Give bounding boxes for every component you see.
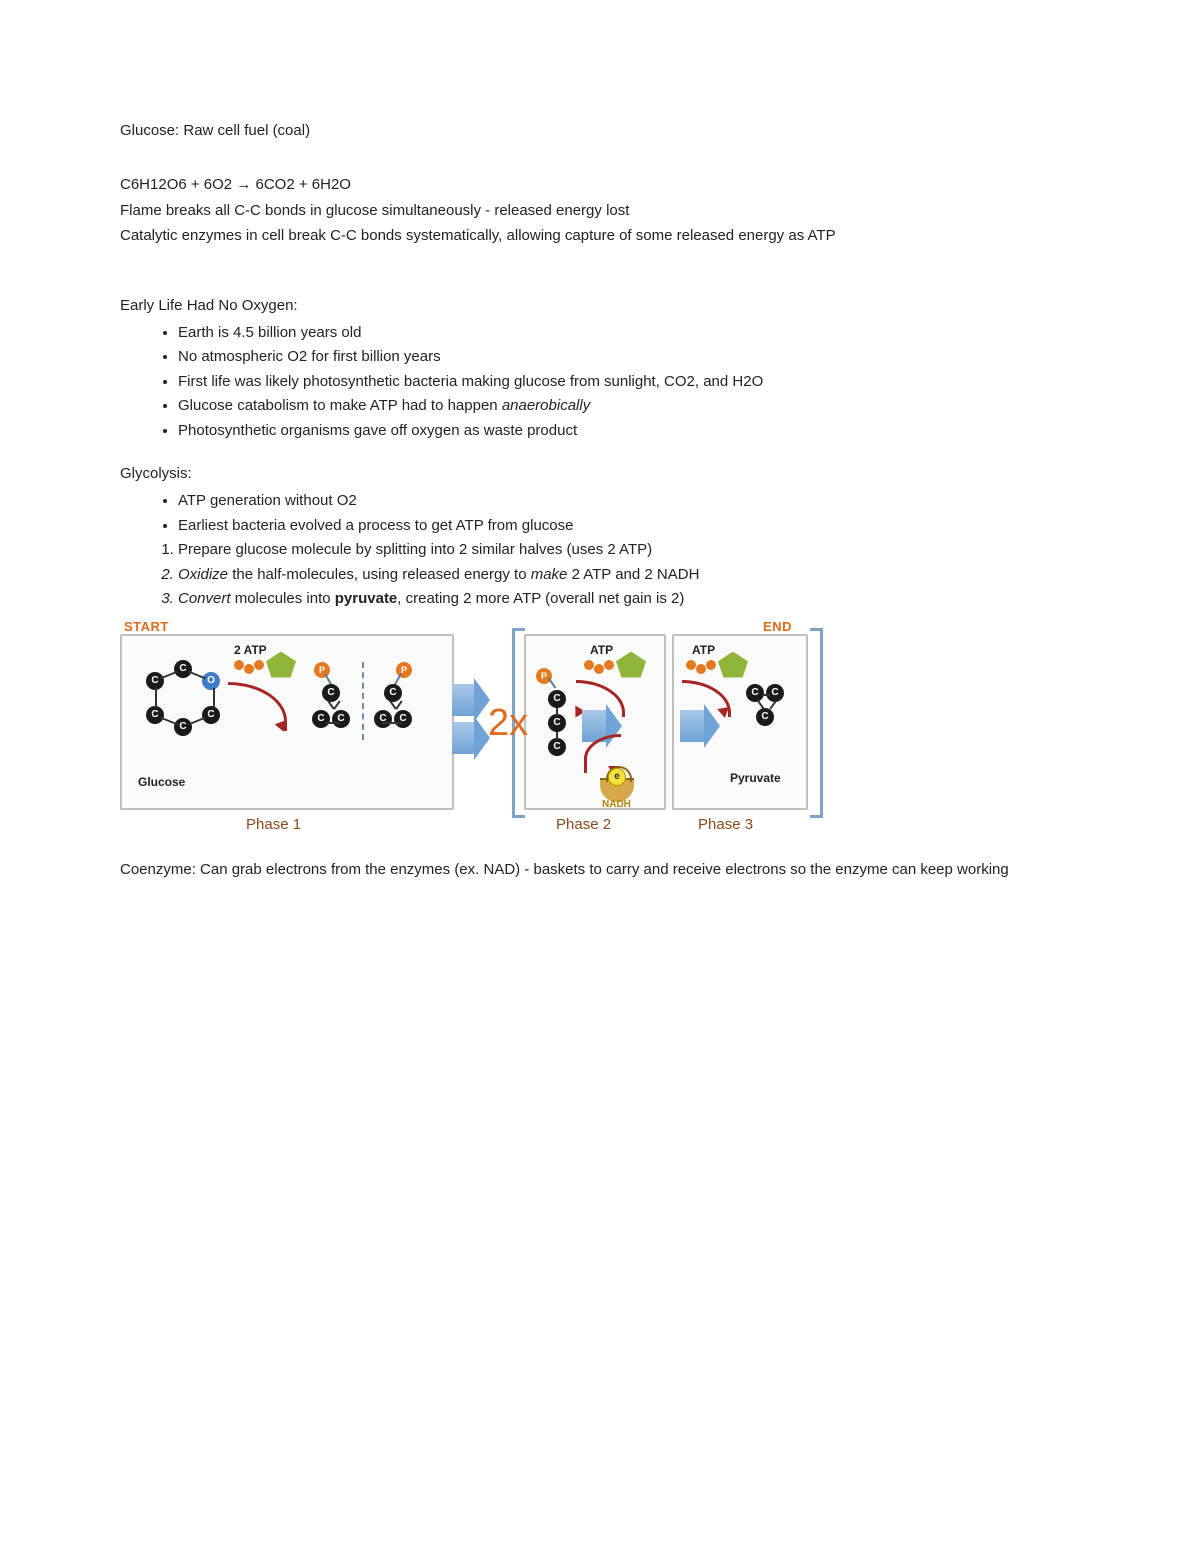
early-life-list: Earth is 4.5 billion years old No atmosp… bbox=[120, 321, 1080, 444]
blue-arrow bbox=[680, 710, 704, 742]
text: 2 ATP and 2 NADH bbox=[567, 566, 699, 583]
atp-dot bbox=[234, 660, 244, 670]
atp-dot bbox=[696, 664, 706, 674]
list-item: Earth is 4.5 billion years old bbox=[178, 321, 1080, 346]
list-item: Glucose catabolism to make ATP had to ha… bbox=[178, 394, 1080, 419]
italic-text: Oxidize bbox=[178, 566, 228, 583]
list-item: Prepare glucose molecule by splitting in… bbox=[178, 538, 1080, 563]
text: molecules into bbox=[231, 590, 335, 607]
text: , creating 2 more ATP (overall net gain … bbox=[397, 590, 684, 607]
bold-text: pyruvate bbox=[335, 590, 398, 607]
text: the half-molecules, using released energ… bbox=[228, 566, 531, 583]
glucose-label: Glucose bbox=[138, 774, 185, 791]
atp-label: ATP bbox=[692, 642, 715, 659]
two-atp-label: 2 ATP bbox=[234, 642, 267, 659]
phase1-label: Phase 1 bbox=[246, 814, 301, 836]
bracket-right bbox=[810, 628, 823, 818]
phase2-label: Phase 2 bbox=[556, 814, 611, 836]
list-item: Photosynthetic organisms gave off oxygen… bbox=[178, 419, 1080, 444]
flame-line: Flame breaks all C-C bonds in glucose si… bbox=[120, 200, 1080, 222]
atp-dot bbox=[686, 660, 696, 670]
italic-text: anaerobically bbox=[502, 397, 590, 414]
list-item: Oxidize the half-molecules, using releas… bbox=[178, 563, 1080, 588]
glycolysis-heading: Glycolysis: bbox=[120, 463, 1080, 485]
phase3-label: Phase 3 bbox=[698, 814, 753, 836]
list-item: First life was likely photosynthetic bac… bbox=[178, 370, 1080, 395]
equation: C6H12O6 + 6O2 → 6CO2 + 6H2O bbox=[120, 174, 1080, 196]
atp-dot bbox=[594, 664, 604, 674]
title: Glucose: Raw cell fuel (coal) bbox=[120, 120, 1080, 142]
electron-icon: e bbox=[608, 768, 626, 786]
coenzyme-text: Coenzyme: Can grab electrons from the en… bbox=[120, 859, 1080, 881]
text: Glucose catabolism to make ATP had to ha… bbox=[178, 397, 502, 414]
italic-text: make bbox=[531, 566, 568, 583]
blue-arrow bbox=[452, 684, 474, 716]
blue-arrow bbox=[452, 722, 474, 754]
glycolysis-steps: Prepare glucose molecule by splitting in… bbox=[120, 538, 1080, 612]
atp-dot bbox=[706, 660, 716, 670]
atp-dot bbox=[584, 660, 594, 670]
atp-dot bbox=[604, 660, 614, 670]
atp-dot bbox=[244, 664, 254, 674]
glycolysis-bullets: ATP generation without O2 Earliest bacte… bbox=[120, 489, 1080, 538]
early-life-heading: Early Life Had No Oxygen: bbox=[120, 295, 1080, 317]
glycolysis-diagram: START END Phase 1 Phase 2 Phase 3 C C O … bbox=[116, 618, 816, 853]
nadh-label: NADH bbox=[602, 798, 631, 813]
italic-text: Convert bbox=[178, 590, 231, 607]
pyruvate-label: Pyruvate bbox=[730, 770, 781, 787]
list-item: Convert molecules into pyruvate, creatin… bbox=[178, 587, 1080, 612]
list-item: No atmospheric O2 for first billion year… bbox=[178, 345, 1080, 370]
list-item: Earliest bacteria evolved a process to g… bbox=[178, 514, 1080, 539]
split-dash bbox=[362, 662, 364, 740]
document-page: Glucose: Raw cell fuel (coal) C6H12O6 + … bbox=[0, 0, 1200, 880]
list-item: ATP generation without O2 bbox=[178, 489, 1080, 514]
catalytic-line: Catalytic enzymes in cell break C-C bond… bbox=[120, 225, 1080, 247]
atp-dot bbox=[254, 660, 264, 670]
atp-label: ATP bbox=[590, 642, 613, 659]
twox-label: 2x bbox=[488, 696, 528, 751]
